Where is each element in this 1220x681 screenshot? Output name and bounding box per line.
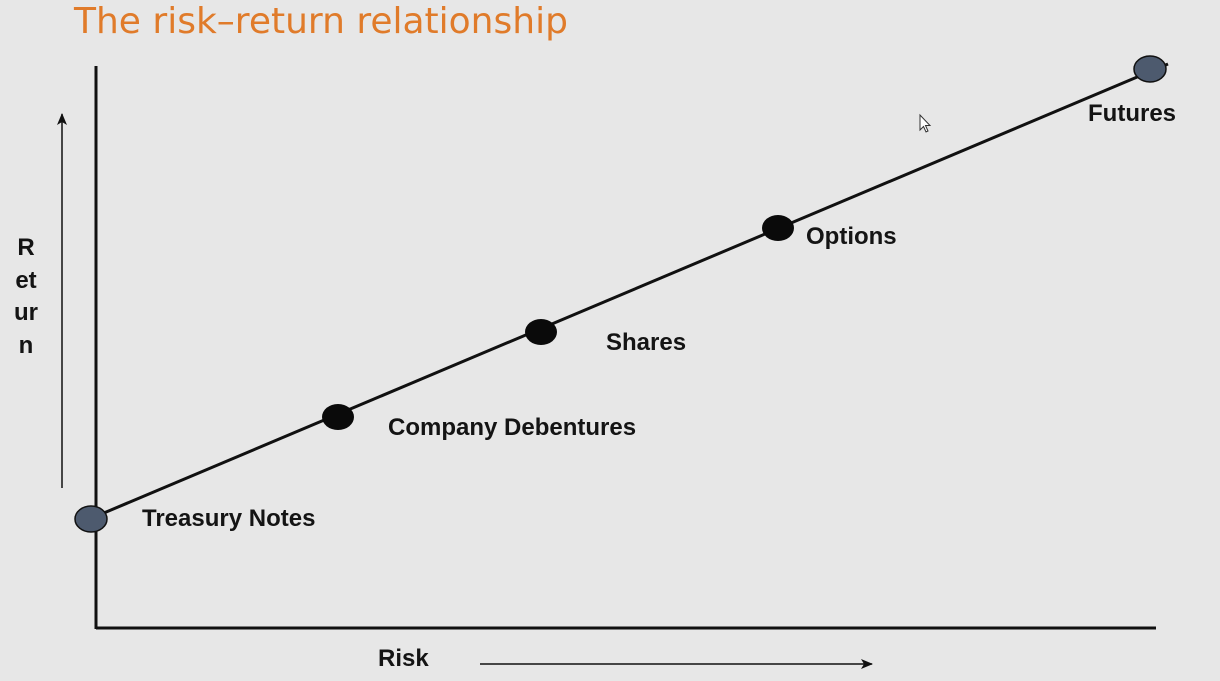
mouse-cursor-icon: [919, 113, 932, 133]
point-treasury-notes: [74, 505, 108, 533]
label-shares: Shares: [606, 329, 687, 356]
risk-return-line: [91, 62, 1169, 520]
point-shares: [525, 319, 557, 345]
label-options: Options: [806, 223, 897, 250]
slide-title: The risk–return relationship: [74, 1, 568, 42]
label-treasury-notes: Treasury Notes: [142, 505, 316, 532]
x-axis-label: Risk: [378, 645, 429, 672]
point-options: [762, 215, 794, 241]
label-company-debentures: Company Debentures: [388, 414, 637, 441]
label-futures: Futures: [1088, 100, 1177, 127]
point-company-debentures: [322, 404, 354, 430]
point-futures: [1133, 55, 1167, 83]
y-axis-label: Return: [14, 234, 38, 359]
